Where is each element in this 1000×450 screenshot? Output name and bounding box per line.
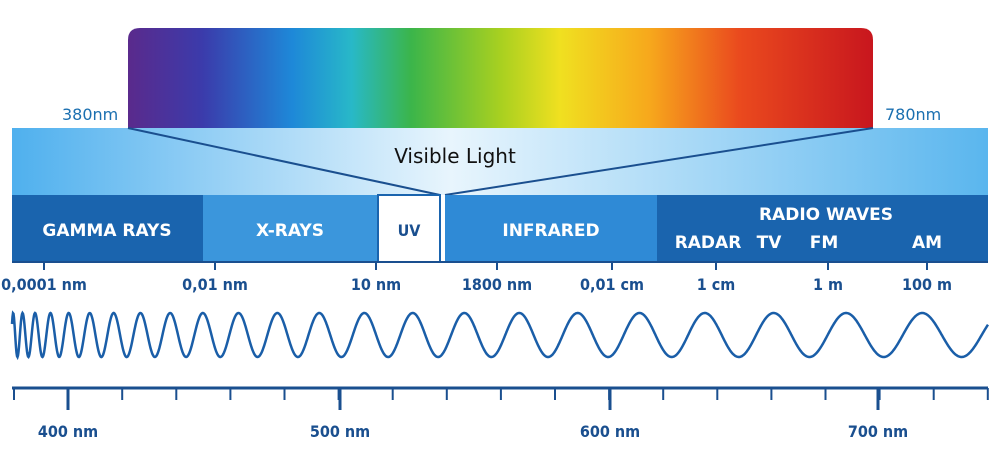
band-infrared [445,195,657,262]
visible-title: Visible Light [394,144,516,168]
scale-label: 1 m [813,275,843,294]
axis-label: 400 nm [38,422,98,441]
scale-label: 0,01 nm [182,275,248,294]
end-label: 780nm [885,105,941,124]
scale-label: 0,0001 nm [1,275,87,294]
axis-label: 700 nm [848,422,908,441]
band-label: UV [398,221,422,240]
axis-label: 600 nm [580,422,640,441]
band-uv [377,194,441,263]
band-label: GAMMA RAYS [42,221,171,241]
wave [10,310,990,361]
band-label: RADIO WAVES [759,205,893,225]
scale-label: 1 cm [697,275,736,294]
funnel-lines [127,127,874,196]
scale-label: 1800 nm [462,275,532,294]
band-label: X-RAYS [256,221,324,241]
band-gamma [12,195,203,262]
radio-sub-label: FM [810,233,839,253]
band-xray [203,195,378,262]
radio-sub-label: AM [912,233,942,253]
radio-sub-label: TV [757,233,783,253]
visible-spectrum [128,28,873,128]
band-label: INFRARED [502,221,599,241]
radio-sub-label: RADAR [675,233,742,253]
start-label: 380nm [62,105,118,124]
funnel-bg [12,128,988,195]
axis-label: 500 nm [310,422,370,441]
band-radio [657,195,988,262]
scale-label: 10 nm [351,275,401,294]
scale-label: 0,01 cm [580,275,644,294]
scale-label: 100 m [902,275,952,294]
